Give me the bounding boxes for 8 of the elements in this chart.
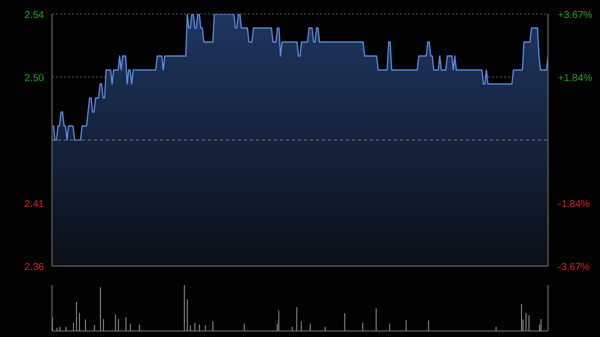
y2-tick-label: +3.67% bbox=[558, 10, 592, 21]
y2-tick-label: -1.84% bbox=[558, 199, 590, 210]
y-tick-label: 2.54 bbox=[24, 10, 44, 21]
y2-tick-label: -3.67% bbox=[558, 262, 590, 273]
y-tick-label: 2.50 bbox=[24, 73, 44, 84]
y-tick-label: 2.36 bbox=[24, 262, 44, 273]
y-tick-label: 2.41 bbox=[24, 199, 44, 210]
y2-tick-label: +1.84% bbox=[558, 72, 592, 84]
